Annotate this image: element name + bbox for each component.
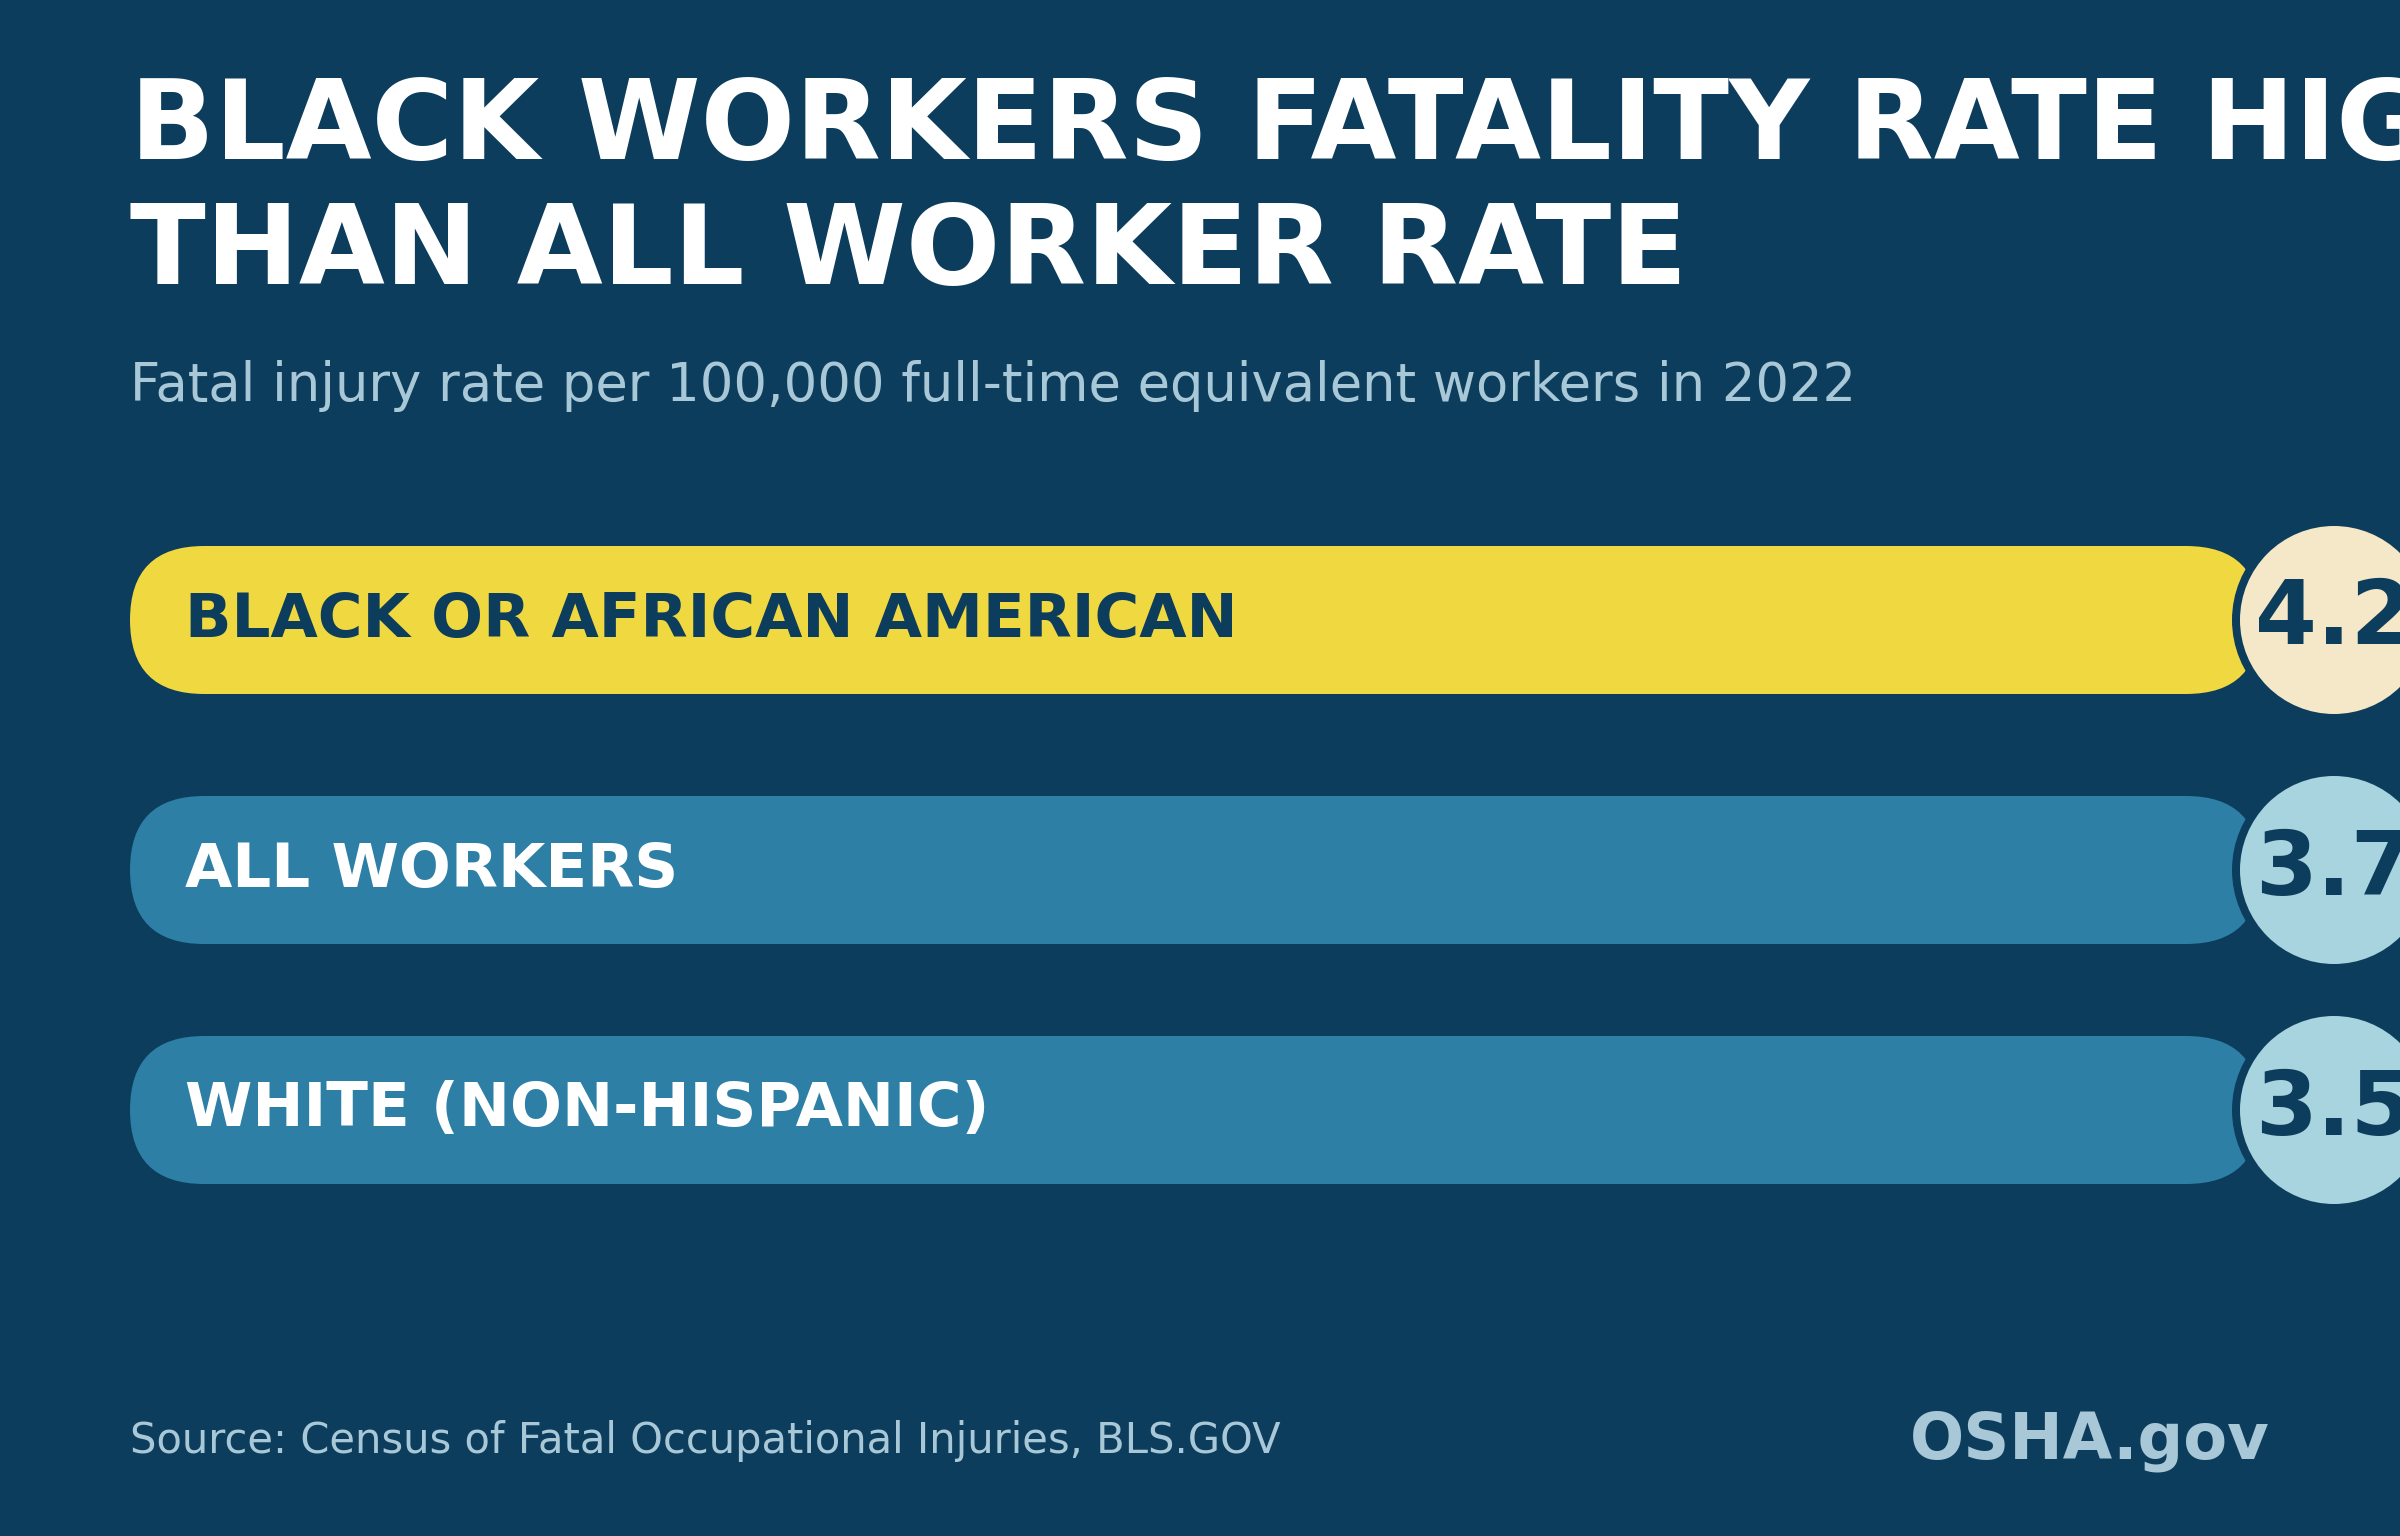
Text: 4.2: 4.2 [2256, 576, 2400, 664]
Text: BLACK OR AFRICAN AMERICAN: BLACK OR AFRICAN AMERICAN [185, 590, 1238, 650]
FancyBboxPatch shape [130, 796, 2261, 945]
Text: ALL WORKERS: ALL WORKERS [185, 840, 679, 900]
Circle shape [2232, 1008, 2400, 1212]
FancyBboxPatch shape [130, 545, 2261, 694]
Circle shape [2239, 1015, 2400, 1204]
Text: OSHA.gov: OSHA.gov [1910, 1410, 2270, 1471]
Text: WHITE (NON-HISPANIC): WHITE (NON-HISPANIC) [185, 1080, 989, 1140]
Text: THAN ALL WORKER RATE: THAN ALL WORKER RATE [130, 200, 1687, 307]
Text: 3.7: 3.7 [2256, 826, 2400, 914]
Circle shape [2232, 768, 2400, 972]
Text: Source: Census of Fatal Occupational Injuries, BLS.GOV: Source: Census of Fatal Occupational Inj… [130, 1419, 1282, 1462]
Text: Fatal injury rate per 100,000 full-time equivalent workers in 2022: Fatal injury rate per 100,000 full-time … [130, 359, 1855, 412]
Circle shape [2239, 525, 2400, 714]
Text: BLACK WORKERS FATALITY RATE HIGHER: BLACK WORKERS FATALITY RATE HIGHER [130, 75, 2400, 181]
Circle shape [2239, 776, 2400, 965]
FancyBboxPatch shape [130, 1035, 2261, 1184]
Circle shape [2232, 518, 2400, 722]
Text: 3.5: 3.5 [2256, 1066, 2400, 1154]
